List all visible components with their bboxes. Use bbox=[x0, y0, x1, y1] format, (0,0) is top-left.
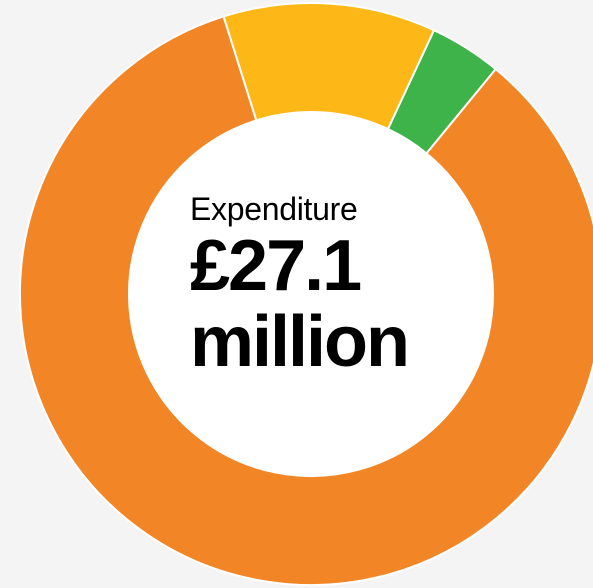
expenditure-unit: million bbox=[190, 302, 410, 382]
center-label: Expenditure £27.1 million bbox=[190, 190, 410, 382]
donut-hole bbox=[129, 112, 493, 476]
expenditure-caption: Expenditure bbox=[190, 191, 358, 227]
expenditure-amount: £27.1 bbox=[190, 226, 362, 306]
